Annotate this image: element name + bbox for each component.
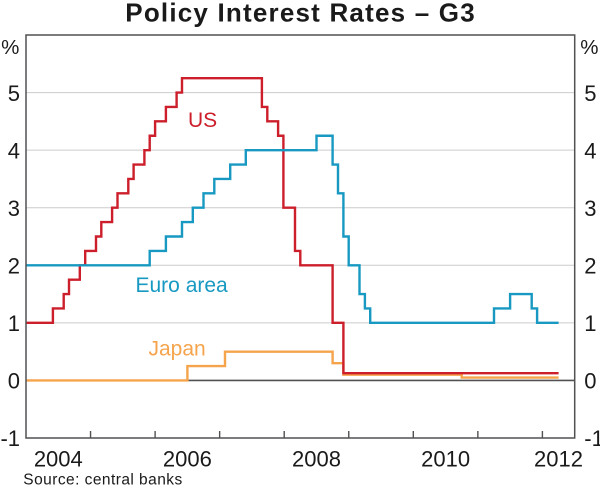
svg-text:3: 3	[8, 196, 20, 221]
svg-text:Japan: Japan	[149, 338, 206, 361]
svg-text:0: 0	[584, 369, 596, 394]
svg-text:-1: -1	[584, 426, 600, 451]
svg-text:-1: -1	[0, 426, 20, 451]
svg-text:US: US	[188, 109, 217, 132]
svg-text:2004: 2004	[34, 446, 83, 471]
svg-text:%: %	[1, 36, 19, 59]
svg-text:2012: 2012	[534, 446, 583, 471]
svg-text:0: 0	[8, 369, 20, 394]
svg-text:2: 2	[8, 254, 20, 279]
svg-text:5: 5	[584, 81, 596, 106]
svg-text:2: 2	[584, 254, 596, 279]
svg-text:3: 3	[584, 196, 596, 221]
svg-text:Source: central banks: Source: central banks	[23, 471, 182, 488]
svg-text:1: 1	[8, 311, 20, 336]
svg-text:Euro area: Euro area	[136, 274, 229, 297]
svg-text:5: 5	[8, 81, 20, 106]
svg-text:2010: 2010	[421, 446, 470, 471]
svg-text:4: 4	[584, 138, 596, 163]
svg-text:2008: 2008	[292, 446, 341, 471]
svg-text:1: 1	[584, 311, 596, 336]
svg-text:2006: 2006	[163, 446, 212, 471]
svg-text:Policy Interest Rates – G3: Policy Interest Rates – G3	[125, 0, 476, 27]
svg-text:%: %	[580, 36, 598, 59]
svg-text:4: 4	[8, 138, 20, 163]
